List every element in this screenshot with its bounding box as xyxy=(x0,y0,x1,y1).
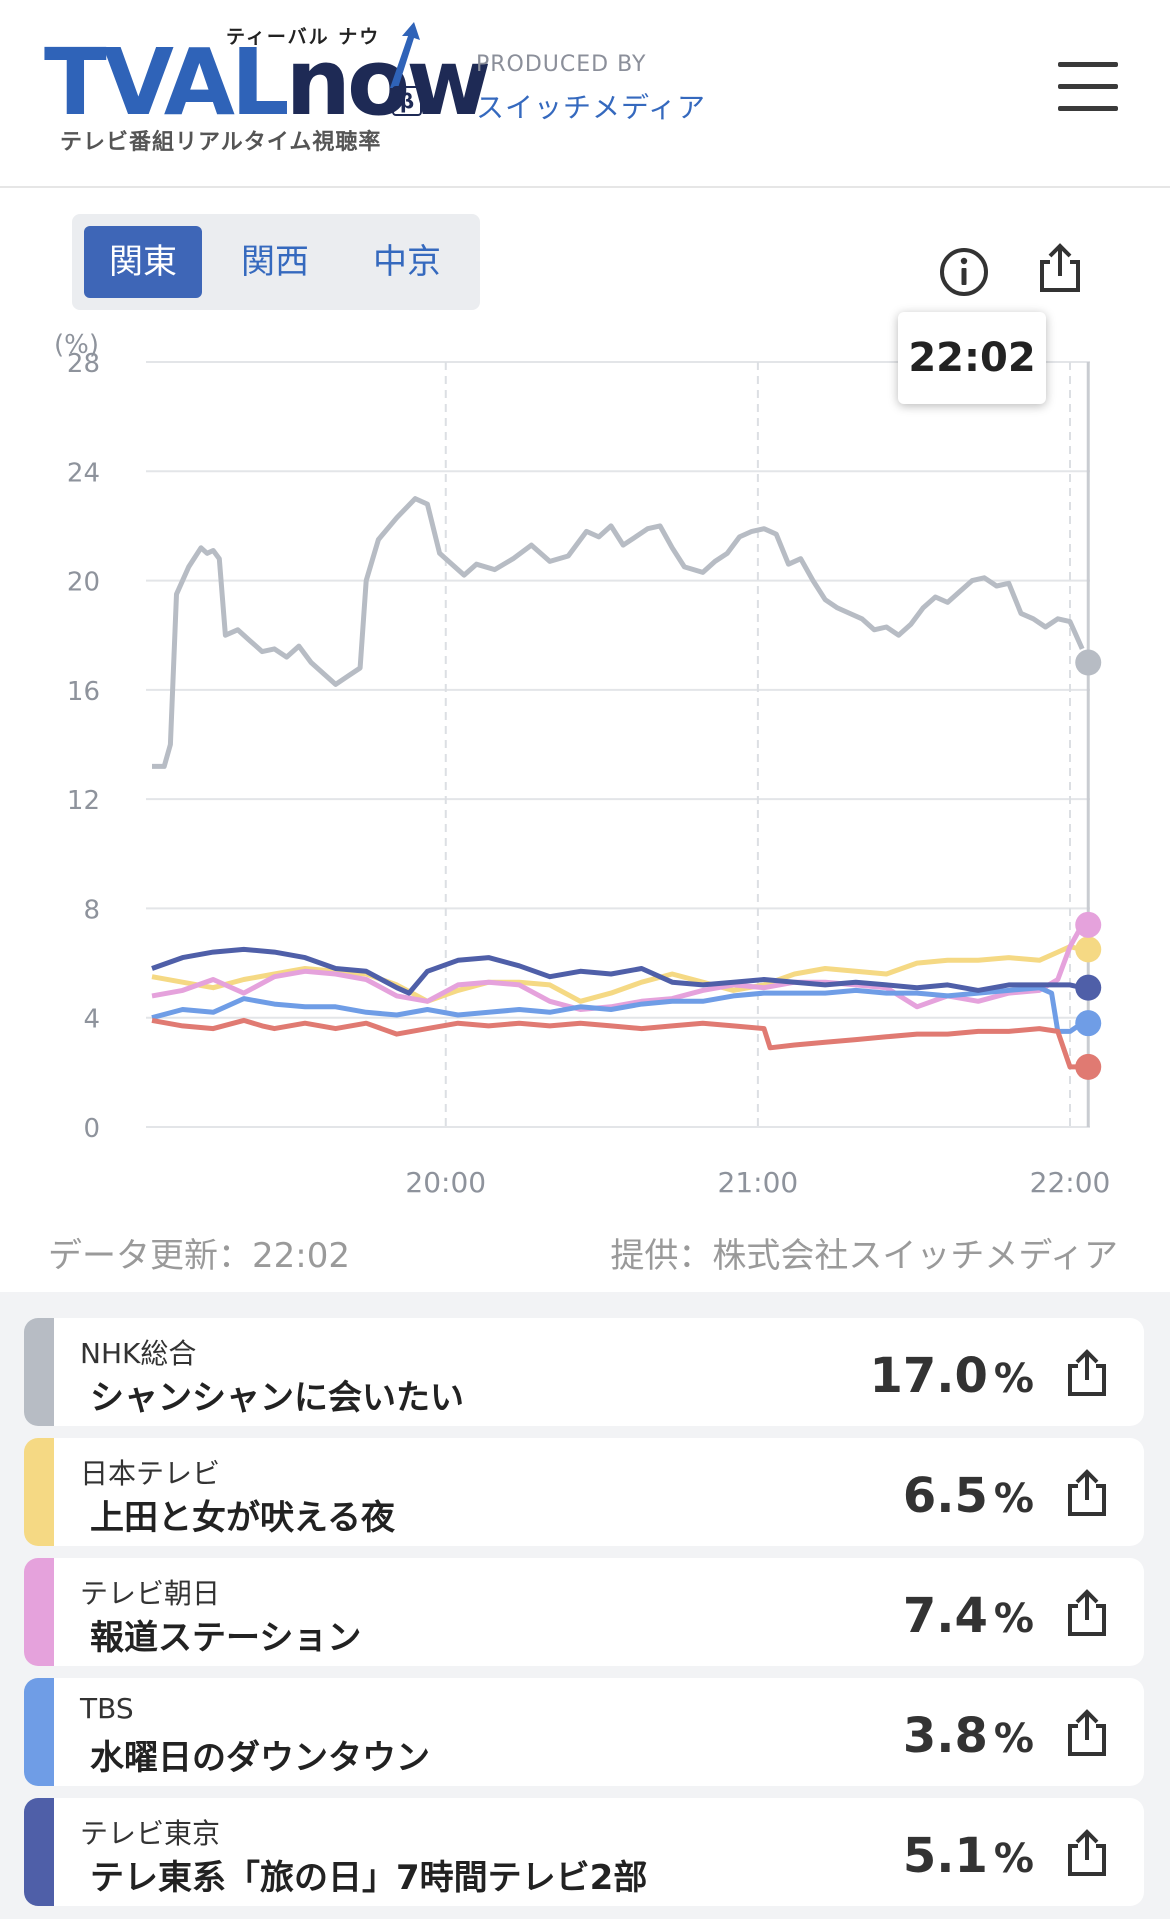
station-name: テレビ東京 xyxy=(80,1817,221,1850)
program-list: NHK総合 シャンシャンに会いたい 17.0% 日本テレビ 上田と女が吠える夜 … xyxy=(0,1292,1170,1919)
share-icon[interactable] xyxy=(1062,1348,1112,1398)
y-axis-unit: (%) xyxy=(54,330,99,360)
logo-subtitle: テレビ番組リアルタイム視聴率 xyxy=(60,130,382,155)
data-updated-label: データ更新：22:02 xyxy=(48,1236,350,1276)
program-title: 報道ステーション xyxy=(90,1618,362,1658)
program-title: テレ東系「旅の日」7時間テレビ2部 xyxy=(90,1858,648,1898)
y-tick-label: 0 xyxy=(83,1114,100,1144)
y-tick-label: 4 xyxy=(83,1005,100,1035)
tvalnow-logo[interactable]: TVALnow ティーバル ナウ β テレビ番組リアルタイム視聴率 xyxy=(44,22,491,162)
channel-color-bar xyxy=(24,1558,54,1666)
y-tick-label: 8 xyxy=(83,895,100,925)
share-icon[interactable] xyxy=(1062,1708,1112,1758)
y-tick-label: 20 xyxy=(67,568,100,598)
series-line xyxy=(151,985,1084,1034)
y-tick-label: 16 xyxy=(67,677,100,707)
program-card-tv-asahi[interactable]: テレビ朝日 報道ステーション 7.4% xyxy=(24,1558,1144,1666)
produced-by-label: PRODUCED BY xyxy=(476,52,647,77)
channel-color-bar xyxy=(24,1678,54,1786)
rating-value: 7.4% xyxy=(902,1588,1034,1644)
rating-value: 5.1% xyxy=(902,1828,1034,1884)
beta-badge: β xyxy=(392,86,422,116)
program-card-nhk[interactable]: NHK総合 シャンシャンに会いたい 17.0% xyxy=(24,1318,1144,1426)
info-icon[interactable] xyxy=(936,244,992,300)
station-name: 日本テレビ xyxy=(80,1457,221,1490)
program-title: 水曜日のダウンタウン xyxy=(90,1738,430,1778)
app-header: TVALnow ティーバル ナウ β テレビ番組リアルタイム視聴率 PRODUC… xyxy=(0,0,1170,188)
provider-label: 提供：株式会社スイッチメディア xyxy=(610,1236,1118,1276)
hamburger-menu-icon[interactable] xyxy=(1058,62,1120,112)
share-icon[interactable] xyxy=(1062,1588,1112,1638)
producer-name[interactable]: スイッチメディア xyxy=(476,91,707,124)
share-icon[interactable] xyxy=(1062,1468,1112,1518)
x-tick-label: 21:00 xyxy=(718,1166,799,1199)
y-tick-label: 28 xyxy=(67,349,100,379)
rating-value: 17.0% xyxy=(869,1348,1034,1404)
station-name: テレビ朝日 xyxy=(80,1577,221,1610)
x-tick-label: 20:00 xyxy=(405,1166,486,1199)
logo-wordmark: TVALnow xyxy=(44,29,491,136)
station-name: TBS xyxy=(80,1692,134,1725)
share-icon[interactable] xyxy=(1062,1828,1112,1878)
series-line xyxy=(151,946,1083,996)
series-endpoint-dot xyxy=(1075,936,1102,963)
channel-color-bar xyxy=(24,1438,54,1546)
program-title: 上田と女が吠える夜 xyxy=(90,1498,395,1538)
channel-color-bar xyxy=(24,1318,54,1426)
series-endpoint-dot xyxy=(1075,911,1102,938)
tab-kanto[interactable]: 関東 xyxy=(84,226,202,298)
logo-kana: ティーバル ナウ xyxy=(226,26,381,48)
series-line xyxy=(151,923,1085,1012)
series-line xyxy=(152,496,1085,769)
channel-color-bar xyxy=(24,1798,54,1906)
share-icon[interactable] xyxy=(1032,240,1088,296)
series-line xyxy=(151,1017,1083,1070)
y-tick-label: 24 xyxy=(67,458,100,488)
program-card-ntv[interactable]: 日本テレビ 上田と女が吠える夜 6.5% xyxy=(24,1438,1144,1546)
series-endpoint-dot xyxy=(1075,1010,1102,1037)
series-endpoint-dot xyxy=(1075,1053,1102,1080)
rating-value: 6.5% xyxy=(902,1468,1034,1524)
region-tabs: 関東 関西 中京 xyxy=(72,214,480,310)
tab-chukyo[interactable]: 中京 xyxy=(373,242,441,282)
program-card-tbs[interactable]: TBS 水曜日のダウンタウン 3.8% xyxy=(24,1678,1144,1786)
rating-value: 3.8% xyxy=(902,1708,1034,1764)
program-title: シャンシャンに会いたい xyxy=(90,1378,464,1418)
y-tick-label: 12 xyxy=(67,786,100,816)
logo-arrow-icon xyxy=(390,22,420,88)
series-line xyxy=(151,944,1083,1004)
series-endpoint-dot xyxy=(1075,974,1102,1001)
cursor-time-tooltip: 22:02 xyxy=(898,312,1046,404)
rating-line-chart[interactable]: 28 24 20 16 12 8 4 0 20:00 21:00 22:00 xyxy=(0,320,1170,1210)
series-endpoint-dot xyxy=(1075,649,1102,676)
program-card-tv-tokyo[interactable]: テレビ東京 テレ東系「旅の日」7時間テレビ2部 5.1% xyxy=(24,1798,1144,1906)
station-name: NHK総合 xyxy=(80,1337,197,1370)
x-tick-label: 22:00 xyxy=(1030,1166,1111,1199)
tab-kansai[interactable]: 関西 xyxy=(241,242,309,282)
